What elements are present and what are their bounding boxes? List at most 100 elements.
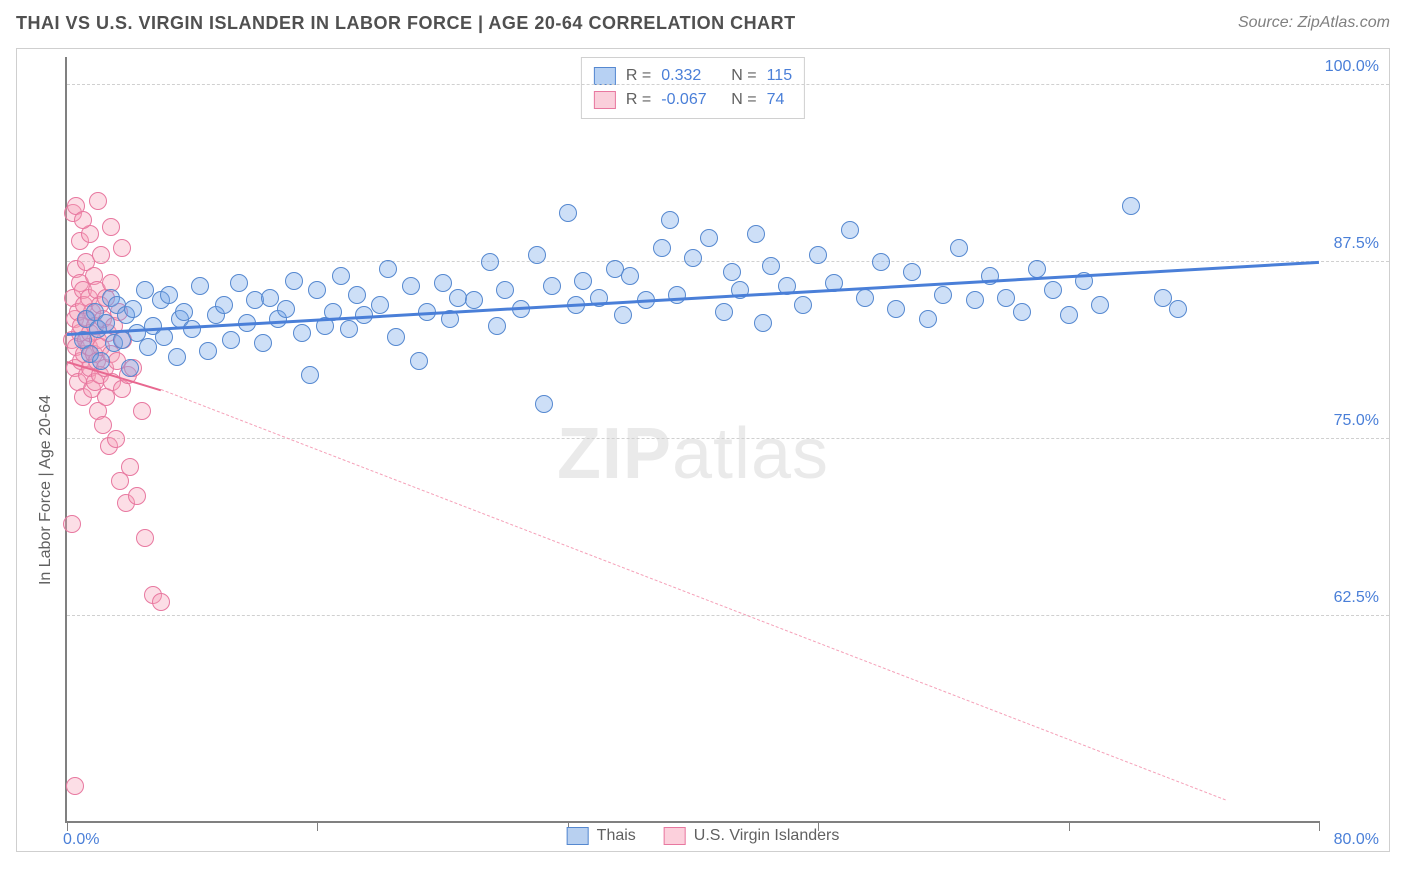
data-point <box>191 277 209 295</box>
chart-source: Source: ZipAtlas.com <box>1238 14 1390 32</box>
y-axis-title: In Labor Force | Age 20-64 <box>37 395 55 585</box>
data-point <box>700 229 718 247</box>
data-point <box>371 296 389 314</box>
data-point <box>102 218 120 236</box>
data-point <box>535 395 553 413</box>
data-point <box>747 225 765 243</box>
legend-item: U.S. Virgin Islanders <box>664 827 840 845</box>
data-point <box>402 277 420 295</box>
legend-swatch <box>594 91 616 109</box>
x-axis-max-label: 80.0% <box>1334 831 1379 849</box>
watermark-zip: ZIP <box>557 414 672 494</box>
data-point <box>1169 300 1187 318</box>
data-point <box>121 458 139 476</box>
data-point <box>856 289 874 307</box>
legend-item: Thais <box>567 827 636 845</box>
data-point <box>543 277 561 295</box>
data-point <box>113 239 131 257</box>
data-point <box>661 211 679 229</box>
chart-title: THAI VS U.S. VIRGIN ISLANDER IN LABOR FO… <box>16 13 796 34</box>
y-tick-label: 100.0% <box>1325 58 1379 76</box>
data-point <box>1060 306 1078 324</box>
data-point <box>277 300 295 318</box>
data-point <box>496 281 514 299</box>
data-point <box>434 274 452 292</box>
data-point <box>97 314 115 332</box>
n-label: N = <box>731 67 756 85</box>
data-point <box>410 352 428 370</box>
data-point <box>92 246 110 264</box>
data-point <box>124 300 142 318</box>
data-point <box>128 487 146 505</box>
data-point <box>723 263 741 281</box>
data-point <box>301 366 319 384</box>
watermark: ZIPatlas <box>557 413 829 495</box>
watermark-atlas: atlas <box>672 414 829 494</box>
data-point <box>199 342 217 360</box>
r-value: 0.332 <box>661 67 721 85</box>
data-point <box>966 291 984 309</box>
legend-swatch <box>594 67 616 85</box>
chart-header: THAI VS U.S. VIRGIN ISLANDER IN LABOR FO… <box>0 0 1406 44</box>
data-point <box>559 204 577 222</box>
data-point <box>92 352 110 370</box>
data-point <box>1091 296 1109 314</box>
data-point <box>379 260 397 278</box>
data-point <box>348 286 366 304</box>
data-point <box>175 303 193 321</box>
data-point <box>89 192 107 210</box>
data-point <box>997 289 1015 307</box>
y-tick-label: 75.0% <box>1334 412 1379 430</box>
data-point <box>66 777 84 795</box>
data-point <box>222 331 240 349</box>
source-name: ZipAtlas.com <box>1298 14 1390 31</box>
legend-label: Thais <box>597 827 636 845</box>
data-point <box>340 320 358 338</box>
data-point <box>1044 281 1062 299</box>
gridline <box>67 84 1389 85</box>
plot-region: ZIPatlas R =0.332N =115R =-0.067N =74 0.… <box>65 57 1319 823</box>
r-label: R = <box>626 91 651 109</box>
y-tick-label: 62.5% <box>1334 589 1379 607</box>
data-point <box>528 246 546 264</box>
data-point <box>574 272 592 290</box>
data-point <box>136 529 154 547</box>
data-point <box>872 253 890 271</box>
gridline <box>67 615 1389 616</box>
data-point <box>121 359 139 377</box>
data-point <box>308 281 326 299</box>
trend-line <box>161 390 1226 801</box>
data-point <box>754 314 772 332</box>
data-point <box>168 348 186 366</box>
source-prefix: Source: <box>1238 14 1298 31</box>
data-point <box>903 263 921 281</box>
data-point <box>1028 260 1046 278</box>
data-point <box>387 328 405 346</box>
x-tick <box>1319 821 1320 831</box>
legend-swatch <box>567 827 589 845</box>
data-point <box>332 267 350 285</box>
data-point <box>160 286 178 304</box>
r-label: R = <box>626 67 651 85</box>
data-point <box>63 515 81 533</box>
data-point <box>293 324 311 342</box>
data-point <box>841 221 859 239</box>
legend-swatch <box>664 827 686 845</box>
data-point <box>715 303 733 321</box>
data-point <box>481 253 499 271</box>
data-point <box>465 291 483 309</box>
data-point <box>254 334 272 352</box>
data-point <box>1154 289 1172 307</box>
data-point <box>230 274 248 292</box>
data-point <box>285 272 303 290</box>
data-point <box>614 306 632 324</box>
data-point <box>1122 197 1140 215</box>
x-tick <box>317 821 318 831</box>
data-point <box>794 296 812 314</box>
gridline <box>67 438 1389 439</box>
chart-area: In Labor Force | Age 20-64 ZIPatlas R = 0… <box>16 48 1390 852</box>
x-axis-min-label: 0.0% <box>63 831 99 849</box>
n-value: 74 <box>767 91 785 109</box>
data-point <box>919 310 937 328</box>
data-point <box>139 338 157 356</box>
